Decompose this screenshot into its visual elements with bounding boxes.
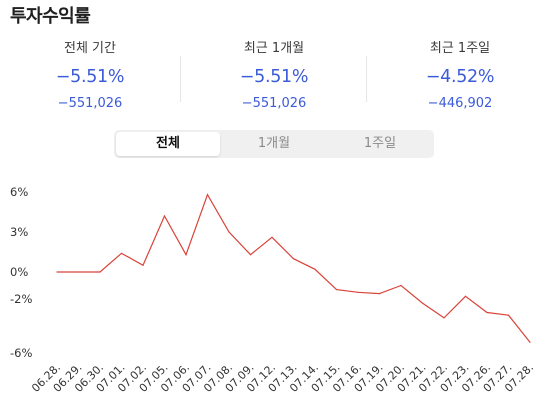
data-point [335, 288, 338, 291]
data-point [314, 268, 316, 270]
tab-1-week[interactable]: 1주일 [363, 136, 397, 151]
data-point [443, 317, 445, 319]
stat-total-period: 전체 기간 −5.51% −551,026 [0, 40, 180, 112]
data-point [486, 311, 488, 314]
series-line [57, 193, 531, 343]
data-point [400, 284, 402, 287]
stat-amount: −551,026 [241, 96, 307, 111]
stat-last-week: 최근 1주일 −4.52% −446,902 [370, 40, 550, 112]
data-point [163, 215, 166, 217]
data-point [185, 254, 187, 256]
page-title: 투자수익률 [10, 6, 91, 27]
data-point [249, 254, 252, 256]
y-tick-label: 0% [10, 265, 28, 279]
stat-last-month: 최근 1개월 −5.51% −551,026 [184, 40, 364, 112]
return-summary: 전체 기간 −5.51% −551,026 최근 1개월 −5.51% −551… [0, 40, 550, 120]
data-point [529, 341, 531, 343]
data-point [507, 314, 510, 316]
data-point [56, 271, 58, 273]
stat-label: 최근 1주일 [429, 41, 491, 56]
y-tick-label: -2% [10, 292, 32, 306]
data-point [378, 293, 381, 295]
y-tick-label: 3% [10, 225, 28, 239]
stat-label: 최근 1개월 [243, 41, 305, 56]
data-point [421, 302, 424, 304]
data-point [292, 258, 295, 260]
data-point [206, 194, 209, 196]
data-point [99, 271, 101, 273]
stat-percent: −4.52% [425, 67, 495, 87]
data-point [464, 295, 467, 297]
tab-all[interactable]: 전체 [116, 132, 220, 156]
y-tick-label: 6% [10, 185, 28, 199]
data-point [357, 291, 359, 293]
data-point [271, 236, 273, 238]
divider [180, 56, 181, 102]
stat-percent: −5.51% [239, 67, 309, 87]
data-point [120, 252, 123, 254]
stat-amount: −446,902 [427, 96, 493, 111]
data-point [228, 231, 230, 233]
period-tabs: 전체 1개월 1주일 [114, 130, 434, 158]
data-point [142, 264, 144, 266]
stat-percent: −5.51% [55, 67, 125, 87]
y-tick-label: -6% [10, 346, 32, 360]
stat-amount: −551,026 [57, 96, 123, 111]
divider [366, 56, 367, 102]
tab-1-month[interactable]: 1개월 [257, 136, 291, 151]
data-point [77, 271, 80, 273]
stat-label: 전체 기간 [64, 41, 116, 56]
